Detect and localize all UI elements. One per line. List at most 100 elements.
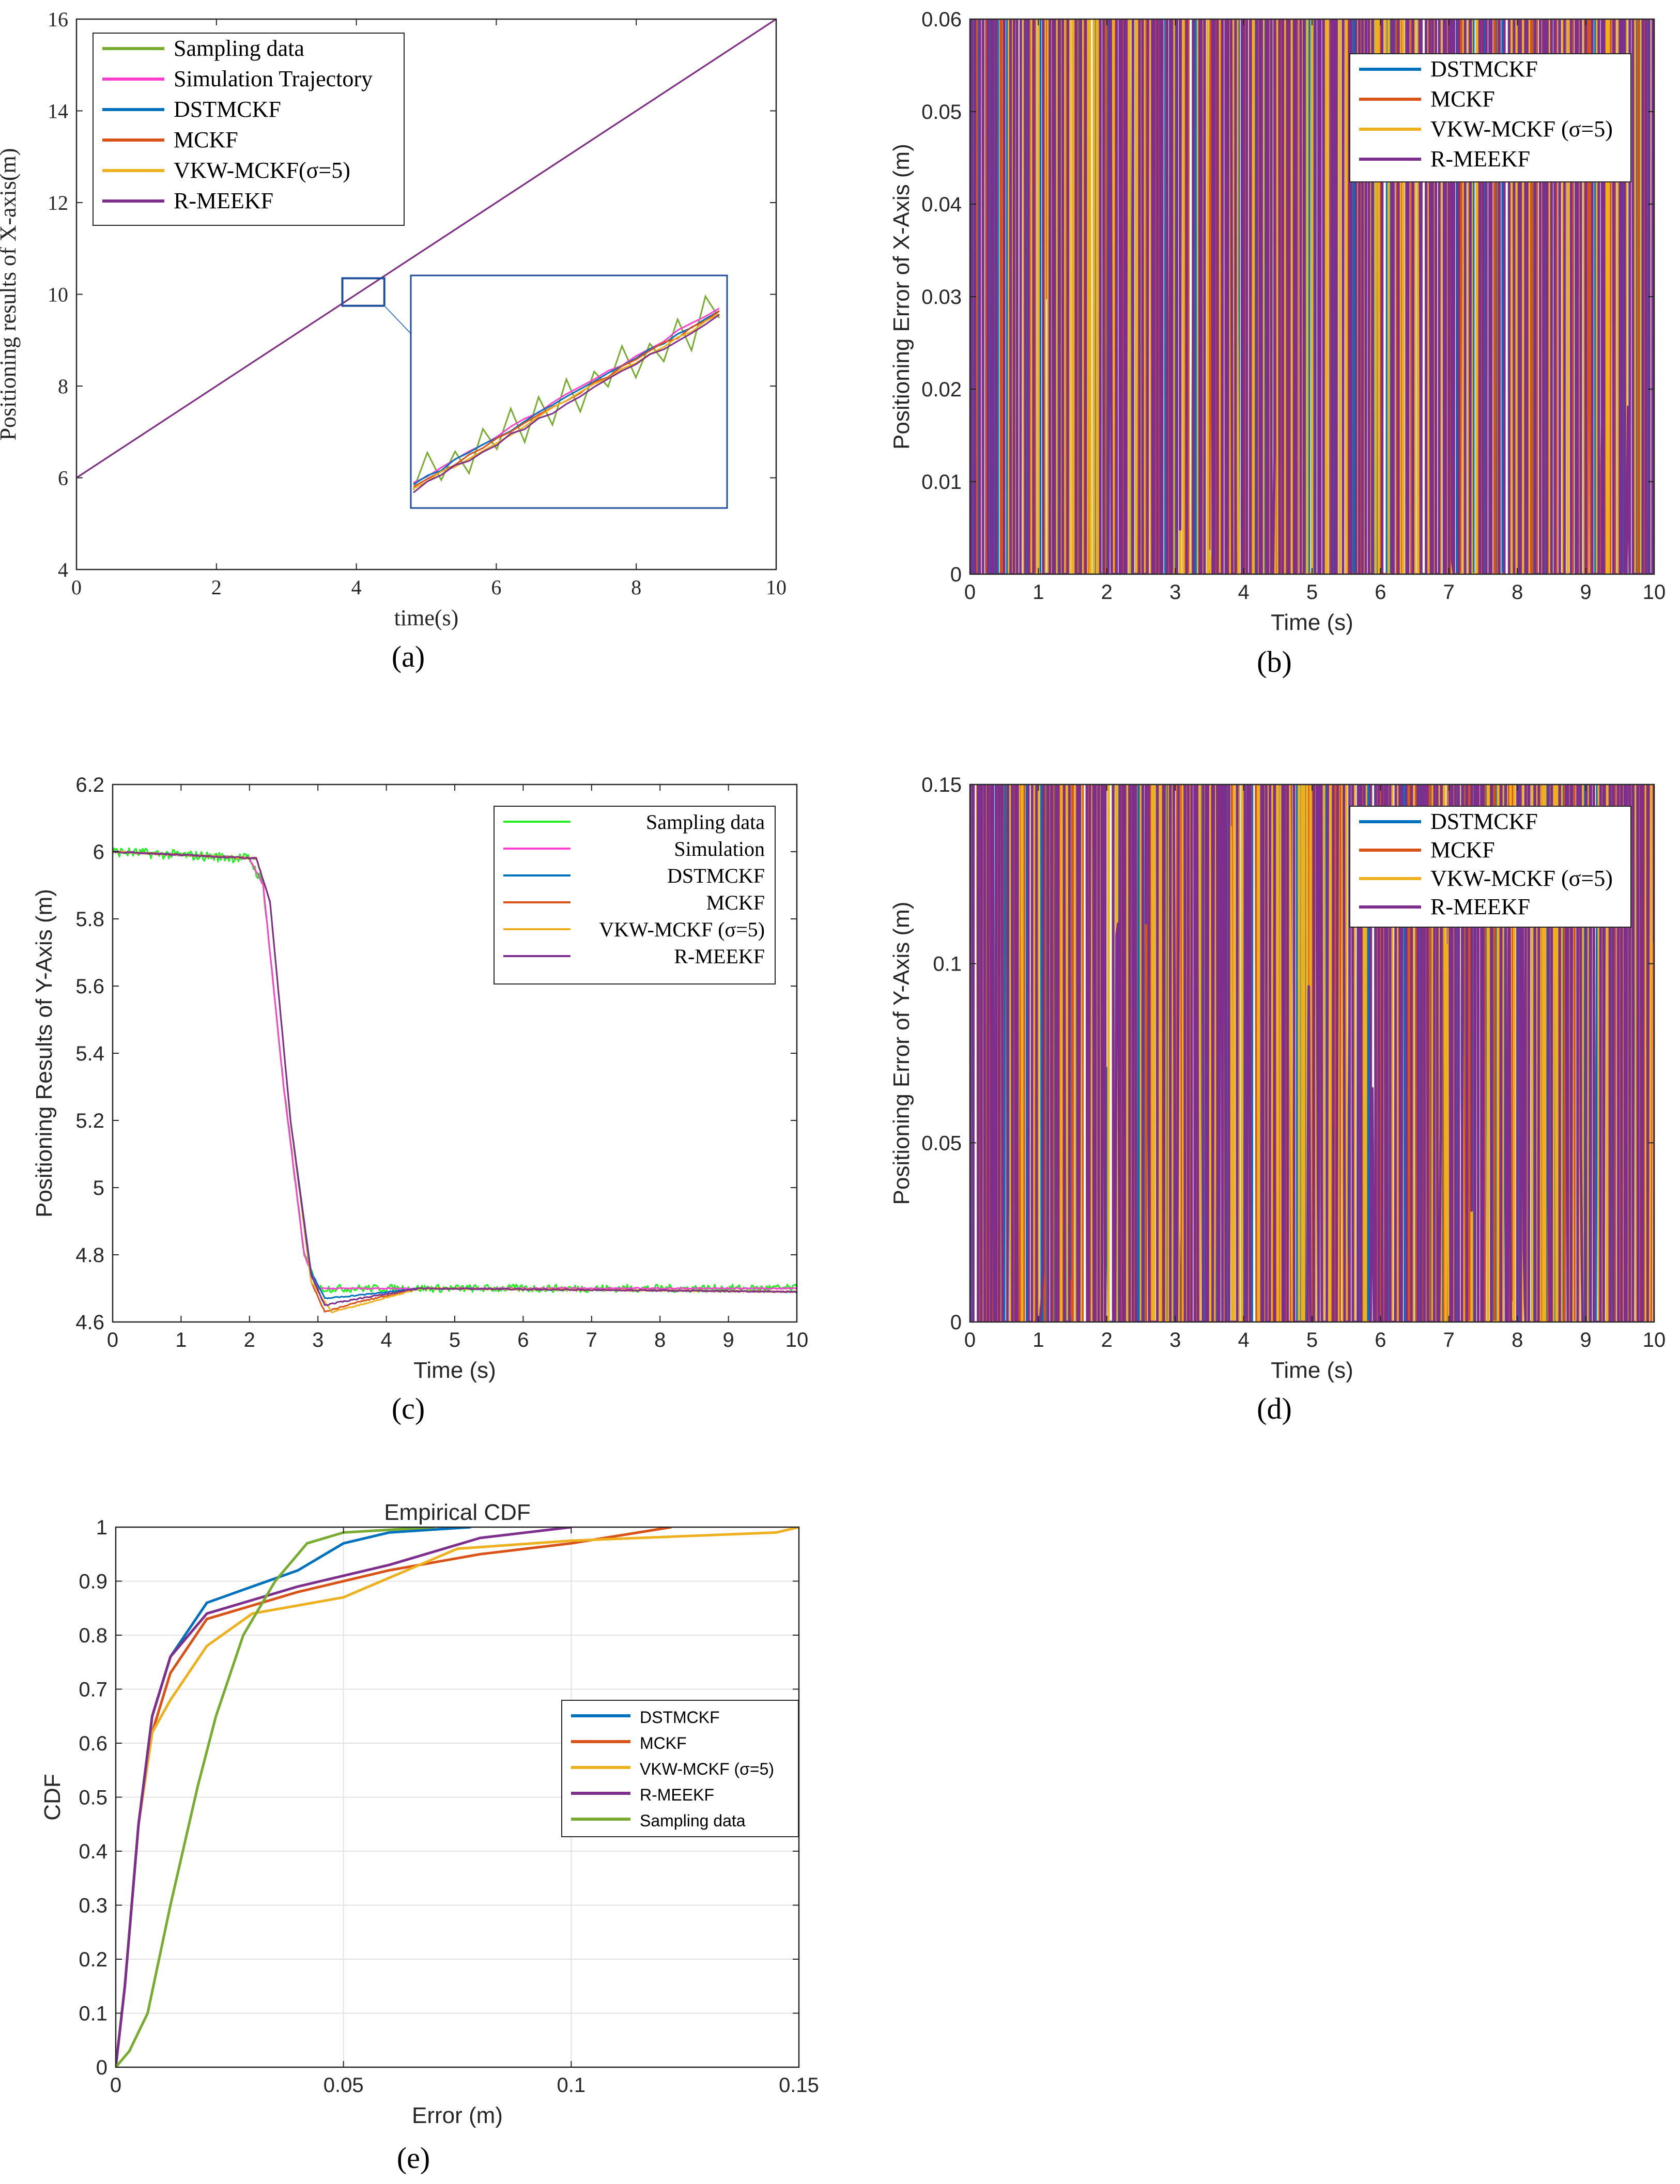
y-tick-label: 0.1	[79, 2003, 107, 2025]
x-axis-label: Time (s)	[1271, 610, 1353, 635]
chart-panel-d: 0 1 2 3 4 5 6 7 8 9 10 0 0.05 0.1 0.15 Time (s) Position…	[889, 774, 1666, 1425]
chart-panel-e: 0 0.05 0.1 0.15 0 0.1 0.2 0.3 0.4 0.5 0.6 0.7 0.8 0.9…	[40, 1500, 819, 2175]
y-tick-label: 0	[96, 2056, 107, 2079]
y-axis-label: Positioning Error of Y-Axis (m)	[889, 902, 914, 1205]
y-tick-label: 0.05	[921, 1132, 962, 1155]
x-tick-label: 9	[722, 1329, 734, 1351]
legend: DSTMCKF MCKF VKW-MCKF (σ=5) R-MEEKF	[1349, 806, 1631, 928]
legend: DSTMCKF MCKF VKW-MCKF (σ=5) R-MEEKF Sampling…	[561, 1700, 799, 1837]
legend-label: DSTMCKF	[667, 864, 765, 887]
y-tick-label: 6	[93, 841, 104, 864]
y-axis-label: CDF	[40, 1774, 65, 1820]
x-tick-label: 0	[71, 576, 82, 599]
zoom-box	[341, 277, 386, 307]
panel-caption: (e)	[397, 2141, 430, 2175]
legend-label: R-MEEKF	[174, 188, 273, 213]
y-tick-label: 0.6	[79, 1732, 107, 1755]
legend-label: MCKF	[706, 891, 765, 914]
y-tick-label: 0	[950, 1311, 962, 1334]
x-tick-label: 1	[1032, 1329, 1044, 1351]
y-tick-label: 1	[96, 1516, 107, 1539]
legend: Sampling data Simulation Trajectory DSTMCK…	[93, 33, 405, 226]
y-tick-label: 0.05	[921, 101, 962, 124]
y-tick-label: 0.02	[921, 378, 962, 401]
x-tick-label: 5	[449, 1329, 460, 1351]
legend-label: VKW-MCKF (σ=5)	[599, 918, 765, 941]
x-tick-label: 3	[312, 1329, 323, 1351]
x-tick-label: 0	[964, 1329, 976, 1351]
legend-label: Simulation	[674, 837, 765, 860]
panel-caption: (d)	[1257, 1392, 1292, 1425]
legend-label: R-MEEKF	[640, 1786, 714, 1804]
x-tick-label: 10	[785, 1329, 809, 1351]
series-line-r-meekf	[76, 19, 776, 479]
legend-label: MCKF	[640, 1734, 687, 1752]
legend-label: VKW-MCKF (σ=5)	[640, 1760, 774, 1778]
y-tick-label: 16	[48, 8, 68, 31]
y-tick-label: 0.1	[933, 953, 962, 976]
legend-label: DSTMCKF	[640, 1708, 720, 1727]
x-axis-label: Error (m)	[412, 2103, 503, 2128]
y-tick-label: 6	[58, 467, 68, 490]
x-tick-label: 3	[1169, 1329, 1181, 1351]
x-tick-label: 4	[1238, 1329, 1249, 1351]
legend-label: DSTMCKF	[174, 97, 281, 122]
x-tick-label: 2	[244, 1329, 255, 1351]
y-tick-label: 0.2	[79, 1948, 107, 1971]
panel-caption: (a)	[392, 640, 425, 673]
series-group	[113, 847, 797, 1313]
legend-box	[494, 806, 776, 985]
x-tick-label: 5	[1306, 581, 1318, 604]
y-tick-label: 5.6	[75, 975, 104, 998]
legend: DSTMCKF MCKF VKW-MCKF (σ=5) R-MEEKF	[1349, 53, 1631, 182]
x-axis-label: Time (s)	[413, 1358, 496, 1383]
legend-label: R-MEEKF	[1430, 146, 1530, 172]
y-tick-label: 0.01	[921, 471, 962, 494]
y-tick-label: 0	[950, 563, 962, 586]
x-tick-label: 3	[1169, 581, 1181, 604]
x-tick-label: 4	[1238, 581, 1249, 604]
y-tick-label: 5.2	[75, 1110, 104, 1132]
x-tick-label: 6	[1375, 581, 1386, 604]
inset-line	[413, 313, 720, 490]
x-axis-label: time(s)	[394, 605, 459, 630]
x-tick-label: 7	[1443, 1329, 1455, 1351]
y-tick-label: 6.2	[75, 774, 104, 796]
series-line-sampling-data	[116, 1527, 435, 2067]
legend-box	[93, 33, 405, 226]
inset-box	[410, 274, 728, 509]
y-tick-label: 0.7	[79, 1679, 107, 1701]
legend-label: Sampling data	[640, 1811, 746, 1830]
legend-label: DSTMCKF	[1430, 56, 1538, 82]
legend: Sampling data Simulation DSTMCKF MCKF VKW-MC…	[494, 806, 776, 985]
inset-series	[412, 294, 720, 494]
y-tick-label: 10	[48, 283, 68, 306]
x-tick-label: 6	[491, 576, 501, 599]
legend-label: MCKF	[174, 127, 238, 152]
x-tick-label: 6	[517, 1329, 529, 1351]
chart-panel-c: 0 1 2 3 4 5 6 7 8 9 10 4.6 4.8 5 5.2 5.4 5.6 5.8 6 6.2 Time …	[32, 774, 808, 1425]
y-tick-label: 4.6	[75, 1311, 104, 1334]
x-tick-label: 2	[1101, 1329, 1113, 1351]
x-tick-label: 0.15	[779, 2074, 819, 2097]
y-tick-label: 0.03	[921, 286, 962, 309]
chart-title: Empirical CDF	[384, 1500, 531, 1525]
legend-label: VKW-MCKF (σ=5)	[1430, 866, 1613, 891]
x-tick-label: 1	[175, 1329, 187, 1351]
x-tick-label: 9	[1580, 581, 1591, 604]
inset-line	[413, 314, 720, 494]
panel-caption: (c)	[392, 1392, 425, 1425]
x-axis-label: Time (s)	[1271, 1358, 1353, 1383]
legend-label: VKW-MCKF(σ=5)	[174, 158, 350, 183]
x-tick-label: 10	[766, 576, 787, 599]
chart-panel-a: 0 2 4 6 8 10 4 6 8 10 12 14 16 time(s) Positioning res…	[0, 8, 787, 673]
y-tick-label: 8	[58, 375, 68, 398]
x-tick-label: 10	[1643, 1329, 1666, 1351]
legend-label: MCKF	[1430, 86, 1495, 112]
legend-label: Sampling data	[174, 36, 304, 61]
y-tick-label: 14	[48, 100, 68, 123]
legend-label: DSTMCKF	[1430, 809, 1538, 834]
x-tick-label: 8	[654, 1329, 666, 1351]
y-tick-label: 0.9	[79, 1571, 107, 1593]
y-tick-label: 0.15	[921, 774, 962, 796]
